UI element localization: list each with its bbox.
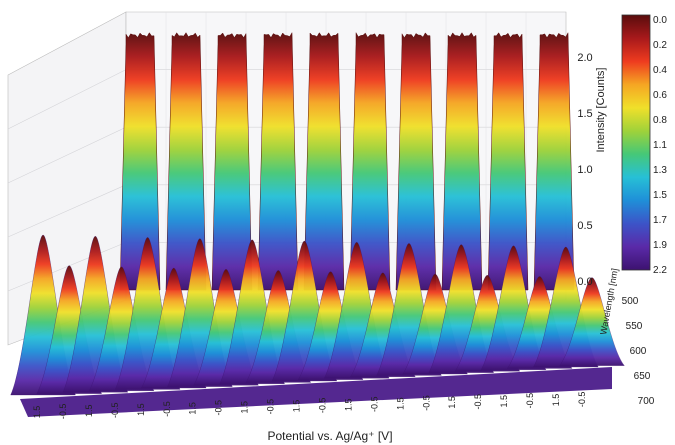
- y-tick-label: 600: [630, 346, 647, 357]
- colorbar-label: 1.3: [653, 165, 667, 176]
- z-tick-label: 1.5: [577, 108, 592, 120]
- plateau-peak: [119, 32, 161, 291]
- x-tick-label: -0.5: [577, 392, 587, 408]
- colorbar-label: 1.1: [653, 140, 667, 151]
- y-tick-label: 650: [634, 371, 651, 382]
- back-plateaus: [119, 31, 575, 291]
- x-tick-label: -0.5: [162, 401, 172, 417]
- z-tick-label: 0.5: [577, 220, 592, 232]
- spectral-ridge: [559, 277, 625, 366]
- x-tick-label: -0.5: [214, 400, 224, 416]
- x-tick-label: -0.5: [421, 395, 431, 411]
- colorbar-gradient: [621, 14, 651, 271]
- x-tick-label: -0.5: [110, 402, 120, 418]
- plateau-peak: [487, 32, 529, 291]
- colorbar-label: 1.5: [653, 190, 667, 201]
- x-tick-label: 1.5: [499, 395, 509, 408]
- surface-base: [20, 367, 612, 417]
- plateau-peak: [303, 32, 345, 291]
- x-tick-label: 1.5: [395, 397, 405, 410]
- left-gridline: [7, 242, 127, 292]
- x-tick-label: -0.5: [473, 394, 483, 410]
- x-tick-label: -0.5: [266, 399, 276, 415]
- x-tick-label: -0.5: [369, 396, 379, 412]
- colorbar: 0.0 0.2 0.4 0.6 0.8 1.1 1.3 1.5 1.7 1.9 2.2: [621, 14, 667, 276]
- colorbar-label: 0.0: [653, 15, 667, 26]
- x-tick-label: -0.5: [525, 393, 535, 409]
- x-tick-label: 1.5: [84, 405, 94, 418]
- x-tick-label: 1.5: [292, 400, 302, 413]
- z-tick-label: 2.0: [577, 52, 592, 64]
- x-tick-label: -0.5: [58, 404, 68, 420]
- colorbar-label: 0.8: [653, 115, 667, 126]
- plateau-peak: [349, 31, 391, 291]
- x-tick-label: 1.5: [240, 401, 250, 414]
- y-tick-label: 700: [638, 396, 655, 407]
- left-gridline: [7, 126, 127, 184]
- x-tick-label: 1.5: [447, 396, 457, 409]
- x-tick-label: 1.5: [32, 406, 42, 419]
- plateau-peak: [257, 31, 299, 291]
- plateau-peak: [165, 32, 207, 291]
- plateau-peak: [395, 32, 437, 291]
- z-tick-label: 0.0: [577, 276, 592, 288]
- x-tick-label: -0.5: [318, 398, 328, 414]
- x-tick-label: 1.5: [136, 403, 146, 416]
- x-tick-label: 1.5: [188, 402, 198, 415]
- left-gridline: [7, 184, 127, 238]
- y-axis-ticks: 500 550 600 650 700: [622, 296, 655, 407]
- colorbar-label: 0.6: [653, 90, 667, 101]
- y-tick-label: 550: [626, 321, 643, 332]
- left-gridline: [7, 69, 127, 130]
- z-tick-label: 1.0: [577, 164, 592, 176]
- colorbar-label: 2.2: [653, 265, 667, 276]
- x-axis-ticks: 1.5 -0.5 1.5 -0.5 1.5 -0.5 1.5 -0.5 1.5 -0.5 1.5 -0…: [32, 392, 587, 420]
- colorbar-label: 1.7: [653, 215, 667, 226]
- x-axis-label: Potential vs. Ag/Ag⁺ [V]: [267, 429, 392, 443]
- z-axis-ticks: 0.0 0.5 1.0 1.5 2.0: [577, 52, 592, 288]
- colorbar-label: 1.9: [653, 240, 667, 251]
- plateau-peak: [533, 31, 575, 291]
- x-tick-label: 1.5: [551, 394, 561, 407]
- z-axis-label: Intensity [Counts]: [595, 68, 607, 153]
- colorbar-label: 0.2: [653, 40, 667, 51]
- plateau-peak: [211, 32, 253, 291]
- y-tick-label: 500: [622, 296, 639, 307]
- plateau-peak: [441, 32, 483, 291]
- front-ridges: [10, 234, 625, 417]
- colorbar-label: 0.4: [653, 65, 667, 76]
- x-tick-label: 1.5: [343, 399, 353, 412]
- colorbar-labels: 0.0 0.2 0.4 0.6 0.8 1.1 1.3 1.5 1.7 1.9 2.2: [653, 15, 667, 276]
